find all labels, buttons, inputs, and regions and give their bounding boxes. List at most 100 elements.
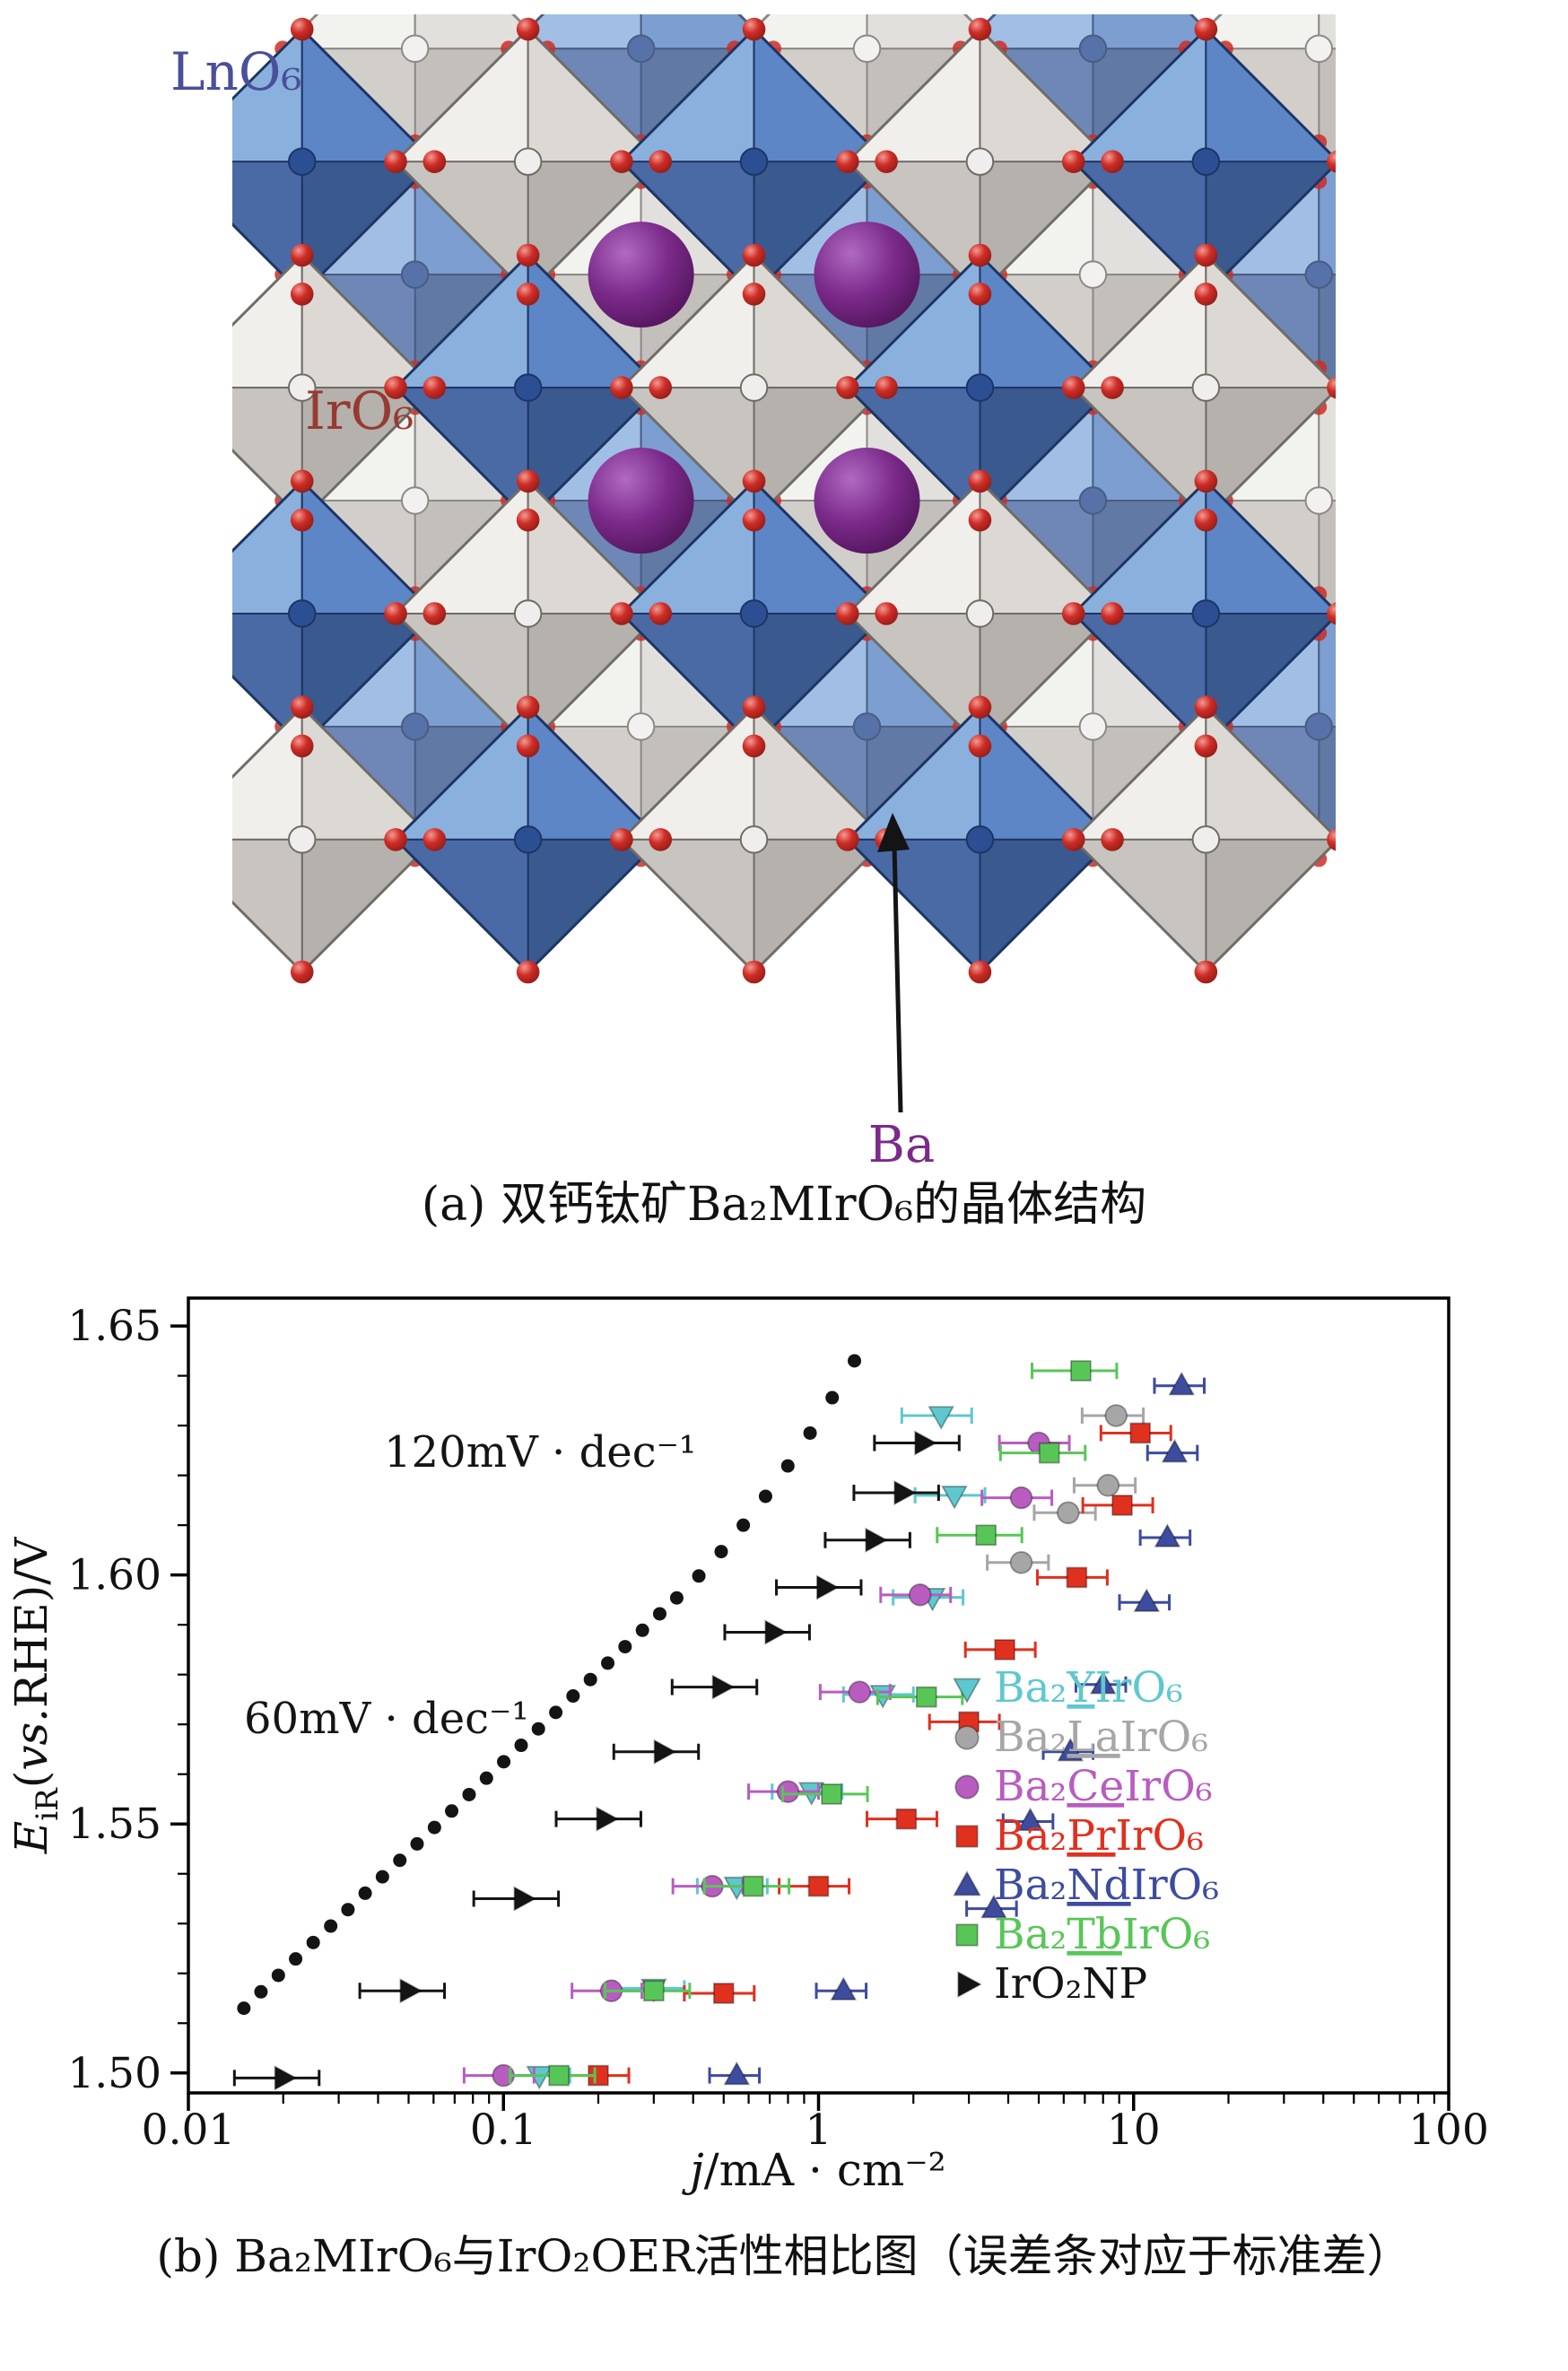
oxygen-atom	[742, 695, 766, 719]
tafel-curve	[237, 1354, 862, 2016]
legend-label-Ba2YIrO6: Ba₂YIrO₆	[994, 1663, 1183, 1713]
oxygen-atom	[422, 150, 447, 173]
oxygen-atom	[742, 243, 766, 267]
oxygen-atom	[742, 960, 766, 984]
lno6-octahedron	[393, 704, 663, 974]
oxygen-atom	[836, 376, 859, 399]
iro6-octahedron	[619, 704, 889, 974]
y-tick-label: 1.55	[67, 1800, 161, 1849]
x-tick-label: 100	[1408, 2105, 1489, 2155]
series-IrO2NP	[232, 1430, 961, 2091]
x-tick-label: 0.01	[142, 2105, 236, 2155]
oxygen-atom	[290, 243, 314, 267]
y-axis-ticks	[170, 1324, 188, 2075]
crystal-figure-panel: LnO₆ IrO₆ Ba (a) 双钙钛矿Ba₂MIrO₆的晶体结构	[170, 14, 1336, 1232]
oxygen-atom	[516, 283, 540, 306]
oxygen-atom	[290, 17, 314, 41]
oxygen-atom	[1194, 469, 1218, 493]
oxygen-atom	[875, 828, 898, 851]
oxygen-atom	[836, 602, 859, 625]
oxygen-atom	[422, 828, 447, 851]
y-tick-labels: 1.50 1.55 1.60 1.65	[67, 1302, 161, 2098]
oxygen-atom	[649, 150, 673, 173]
barium-atoms	[588, 222, 920, 554]
series-Ba2LaIrO6	[986, 1404, 1146, 1574]
legend-label-IrO2NP: IrO₂NP	[994, 1959, 1147, 2009]
label-lno6: LnO₆	[170, 41, 302, 102]
x-axis-label: j/mA · cm⁻²	[681, 2144, 945, 2196]
oxygen-atom	[742, 17, 766, 41]
oxygen-atom	[742, 508, 766, 532]
x-tick-label: 10	[1107, 2105, 1161, 2155]
oxygen-atom	[1061, 376, 1085, 399]
lno6-octahedron	[232, 27, 437, 297]
oxygen-atom	[968, 283, 992, 306]
iro6-octahedron	[232, 253, 437, 523]
oxygen-atom	[968, 508, 992, 532]
oxygen-atom	[649, 376, 673, 399]
oxygen-atom	[1327, 602, 1336, 625]
series-Ba2TbIrO6	[509, 1360, 1119, 2087]
x-axis-ticks	[187, 2093, 1450, 2111]
oxygen-atom	[290, 734, 314, 758]
oxygen-atom	[516, 734, 540, 758]
oxygen-atom	[875, 376, 898, 399]
oxygen-atom	[422, 376, 447, 399]
barium-atom	[814, 448, 920, 554]
oxygen-atom	[836, 150, 859, 173]
oxygen-atom	[1101, 150, 1124, 173]
iro6-octahedron	[619, 253, 889, 523]
oxygen-atom	[1194, 17, 1218, 41]
lno6-octahedron	[619, 479, 889, 748]
legend-item-Ba2YIrO6: Ba₂YIrO₆	[953, 1663, 1183, 1713]
oxygen-atom	[968, 695, 992, 719]
iro6-octahedron	[393, 27, 663, 297]
oxygen-atom	[875, 150, 898, 173]
oxygen-atom	[516, 960, 540, 984]
lno6-octahedron	[1071, 27, 1336, 297]
oxygen-atom	[516, 243, 540, 267]
oxygen-atom	[422, 602, 447, 625]
legend-item-Ba2CeIrO6: Ba₂CeIrO₆	[954, 1762, 1213, 1811]
series-Ba2NdIrO6	[708, 1371, 1206, 2086]
y-axis-label: EiR(vs.RHE)/V	[5, 1537, 65, 1854]
chart-figure-panel: 0.01 0.1 1 10 100 1.50 1.55 1.60 1.65 Ba₂YIrO₆ Ba₂…	[0, 1256, 1568, 2371]
oxygen-atom	[1327, 150, 1336, 173]
oxygen-atom	[968, 469, 992, 493]
chart-legend: Ba₂YIrO₆Ba₂LaIrO₆Ba₂CeIrO₆Ba₂PrIrO₆Ba₂Nd…	[953, 1663, 1219, 2009]
iro6-octahedron	[232, 704, 437, 974]
oxygen-atom	[516, 508, 540, 532]
lno6-octahedron	[845, 253, 1115, 523]
legend-item-Ba2TbIrO6: Ba₂TbIrO₆	[955, 1910, 1210, 1959]
oxygen-atom	[384, 376, 407, 399]
oxygen-atom	[742, 734, 766, 758]
iro6-octahedron	[1071, 253, 1336, 523]
y-tick-label: 1.60	[67, 1551, 161, 1600]
oxygen-atom	[742, 283, 766, 306]
caption-b: (b) Ba₂MIrO₆与IrO₂OER活性相比图（误差条对应于标准差）	[156, 2230, 1412, 2282]
oxygen-atom	[290, 695, 314, 719]
x-tick-label: 0.1	[470, 2105, 537, 2155]
oxygen-atom	[516, 17, 540, 41]
lno6-octahedron	[393, 253, 663, 523]
oxygen-atom	[1061, 602, 1085, 625]
oxygen-atom	[610, 602, 633, 625]
oxygen-atom	[1101, 828, 1124, 851]
front-octahedra-layer	[232, 27, 1336, 974]
label-iro6: IrO₆	[305, 380, 414, 441]
oxygen-atom	[290, 508, 314, 532]
oxygen-atom	[516, 695, 540, 719]
oxygen-atom	[290, 960, 314, 984]
barium-atom	[814, 222, 920, 328]
barium-atom	[588, 448, 694, 554]
iro6-octahedron	[1071, 704, 1336, 974]
x-tick-labels: 0.01 0.1 1 10 100	[142, 2105, 1489, 2155]
oxygen-atom	[1327, 828, 1336, 851]
oxygen-atom	[968, 960, 992, 984]
legend-label-Ba2PrIrO6: Ba₂PrIrO₆	[994, 1811, 1204, 1861]
barium-atom	[588, 222, 694, 328]
plot-area: 0.01 0.1 1 10 1001.501.551.601.65Ba₂YIrO₆Ba₂…	[67, 1296, 1489, 2155]
oxygen-atoms	[290, 17, 1336, 984]
oxygen-atom	[1061, 828, 1085, 851]
